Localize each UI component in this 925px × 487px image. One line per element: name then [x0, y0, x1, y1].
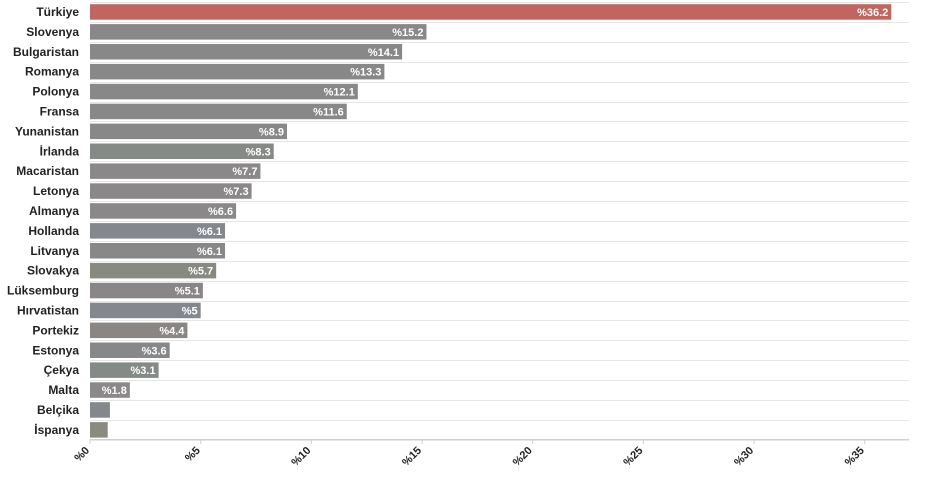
value-labels: %36.2 %15.2 %14.1 %13.3 %12.1 %11.6 %8.9 %8.3 %7…: [102, 7, 889, 397]
bar: [90, 63, 385, 80]
bars: [90, 4, 892, 438]
bar: [90, 183, 252, 199]
value-label: %7.7: [232, 166, 257, 178]
category-label: Letonya: [33, 184, 79, 198]
bar: [90, 83, 358, 100]
bar: [90, 143, 274, 159]
value-label: %6.1: [197, 226, 222, 238]
bar: [90, 44, 403, 60]
category-label: Estonya: [32, 343, 79, 357]
category-label: Hırvatistan: [17, 303, 79, 317]
value-label: %13.3: [350, 67, 381, 79]
value-label: %1.8: [102, 385, 127, 397]
category-label: Macaristan: [16, 164, 79, 178]
x-tick-label: %5: [183, 445, 203, 465]
x-tick-label: %25: [621, 445, 645, 469]
bar: [90, 282, 203, 299]
category-label: Slovakya: [27, 264, 79, 278]
category-label: Bulgaristan: [13, 45, 79, 59]
category-label: İrlanda: [40, 143, 80, 158]
bar: [90, 223, 226, 239]
bar: [90, 203, 237, 219]
x-tick-label: %35: [843, 445, 867, 469]
value-label: %7.3: [224, 186, 249, 198]
category-label: Çekya: [44, 363, 80, 377]
x-tick-label: %10: [289, 445, 313, 469]
category-label: Fransa: [40, 104, 80, 118]
category-label: Hollanda: [28, 224, 79, 238]
bar: [90, 243, 226, 259]
value-label: %5: [182, 305, 198, 317]
x-tick-label: %30: [732, 445, 756, 469]
value-label: %15.2: [392, 27, 423, 39]
value-label: %8.3: [246, 146, 271, 158]
category-label: Litvanya: [30, 244, 79, 258]
value-label: %3.1: [131, 365, 156, 377]
bar: [90, 123, 288, 140]
category-label: İspanya: [34, 422, 79, 437]
value-label: %14.1: [368, 47, 399, 59]
bar: [90, 103, 347, 120]
bar: [90, 382, 130, 398]
value-label: %8.9: [259, 126, 284, 138]
value-label: %36.2: [857, 7, 888, 19]
value-label: %5.7: [188, 266, 213, 278]
category-label: Türkiye: [36, 5, 79, 19]
bar: [90, 362, 159, 378]
category-label: Yunanistan: [15, 124, 79, 138]
bar: [90, 302, 201, 319]
bar: [90, 402, 110, 418]
value-label: %5.1: [175, 286, 200, 298]
x-tick-label: %20: [511, 445, 535, 469]
value-label: %11.6: [313, 106, 344, 118]
value-label: %12.1: [324, 87, 355, 99]
value-label: %3.6: [142, 345, 167, 357]
bar: [90, 322, 188, 339]
category-label: Lüksemburg: [7, 284, 79, 298]
bar: [90, 262, 217, 279]
grid-lines: [90, 2, 909, 441]
category-label: Malta: [48, 383, 79, 397]
bar: [90, 163, 261, 179]
category-label: Almanya: [29, 204, 79, 218]
category-label: Portekiz: [32, 323, 79, 337]
bar: [90, 422, 108, 438]
category-label: Romanya: [25, 65, 79, 79]
bar: [90, 4, 892, 20]
bar: [90, 342, 170, 358]
category-labels: Türkiye Slovenya Bulgaristan Romanya Polonya…: [7, 5, 79, 437]
value-label: %6.1: [197, 246, 222, 258]
value-label: %6.6: [208, 206, 233, 218]
bar: [90, 24, 427, 40]
x-tick-label: %0: [72, 445, 92, 465]
category-label: Polonya: [32, 85, 79, 99]
value-label: %4.4: [159, 325, 185, 337]
category-label: Slovenya: [26, 25, 79, 39]
x-tick-label: %15: [400, 445, 424, 469]
x-axis-ticks: %0 %5 %10 %15 %20 %25 %30 %35: [72, 439, 867, 469]
category-label: Belçika: [37, 403, 79, 417]
